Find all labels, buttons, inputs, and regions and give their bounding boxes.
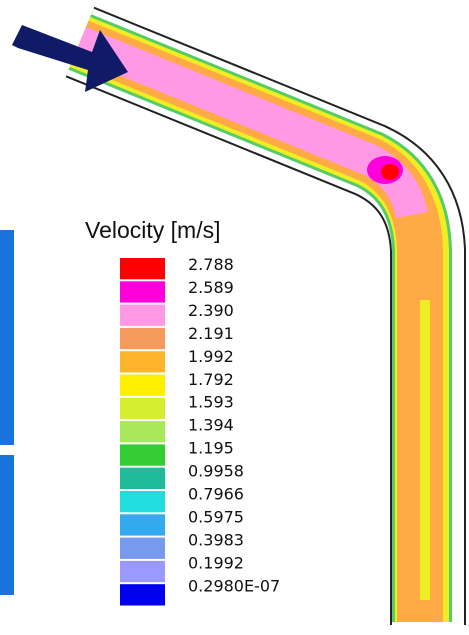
legend-swatch xyxy=(120,561,165,582)
legend-label: 2.191 xyxy=(188,324,234,343)
legend-label: 0.9958 xyxy=(188,462,244,481)
legend-label: 1.394 xyxy=(188,416,234,435)
legend-swatch xyxy=(120,375,165,396)
legend-label: 1.992 xyxy=(188,347,234,366)
legend-label: 1.195 xyxy=(188,439,234,458)
legend-title: Velocity [m/s] xyxy=(85,217,220,243)
legend-swatch xyxy=(120,538,165,559)
legend-swatch xyxy=(120,398,165,419)
legend-label: 2.788 xyxy=(188,255,234,274)
legend-label: 1.792 xyxy=(188,370,234,389)
legend-label: 2.589 xyxy=(188,278,234,297)
legend-label: 0.5975 xyxy=(188,507,244,526)
legend-swatch xyxy=(120,584,165,605)
side-panel xyxy=(0,455,14,595)
velocity-contour: Velocity [m/s] 2.788 2.589 2.390 2.191 1.992… xyxy=(0,0,469,635)
legend-swatch xyxy=(120,491,165,512)
legend-label: 1.593 xyxy=(188,393,234,412)
legend-label: 0.7966 xyxy=(188,485,244,504)
legend-swatch xyxy=(120,421,165,442)
legend-swatch xyxy=(120,351,165,372)
legend-label: 0.2980E-07 xyxy=(188,576,280,595)
legend-swatch xyxy=(120,328,165,349)
side-panel xyxy=(0,230,14,445)
legend-swatch xyxy=(120,281,165,302)
legend-swatch xyxy=(120,258,165,279)
legend-swatch xyxy=(120,514,165,535)
hotspot xyxy=(381,164,399,180)
legend-label: 0.1992 xyxy=(188,553,244,572)
legend-swatch xyxy=(120,444,165,465)
legend-swatch xyxy=(120,468,165,489)
legend-label: 0.3983 xyxy=(188,530,244,549)
legend-swatch xyxy=(120,305,165,326)
legend-label: 2.390 xyxy=(188,301,234,320)
